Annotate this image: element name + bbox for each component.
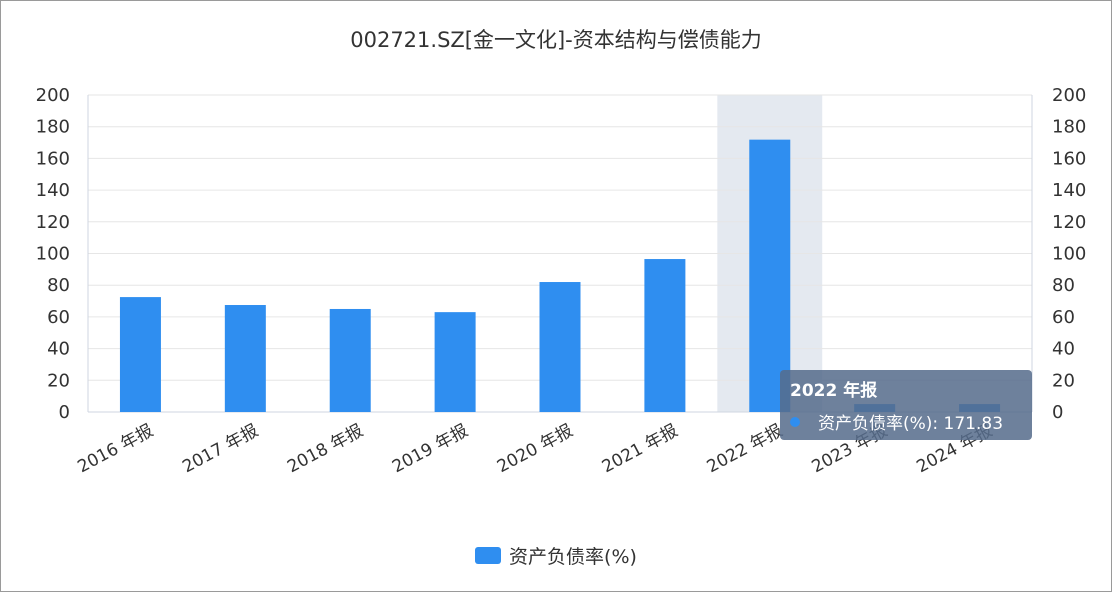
tooltip-series-dot (790, 416, 800, 427)
bar (539, 282, 581, 412)
legend-swatch (475, 547, 502, 564)
y-tick-label: 140 (36, 180, 70, 201)
x-tick-label: 2017 年报 (179, 421, 261, 477)
bar (119, 297, 161, 412)
bar (644, 259, 686, 412)
chart-title: 002721.SZ[金一文化]-资本结构与偿债能力 (350, 28, 762, 52)
y2-tick-label: 120 (1052, 212, 1086, 233)
bar (329, 308, 371, 412)
bar (434, 312, 476, 412)
x-tick-label: 2020 年报 (494, 421, 576, 477)
y-tick-label: 20 (47, 370, 70, 391)
tooltip-title: 2022 年报 (790, 381, 878, 401)
y2-tick-label: 160 (1052, 148, 1086, 169)
y-tick-label: 0 (59, 402, 70, 423)
y2-tick-label: 80 (1052, 275, 1075, 296)
y-tick-label: 200 (36, 85, 70, 106)
y2-tick-label: 200 (1052, 85, 1086, 106)
tooltip: 2022 年报 资产负债率(%): 171.83 (780, 370, 1032, 440)
tooltip-row-text: 资产负债率(%): 171.83 (818, 414, 1004, 434)
x-tick-label: 2016 年报 (74, 421, 156, 477)
y2-tick-label: 20 (1052, 370, 1075, 391)
bar (749, 139, 791, 412)
y2-tick-label: 180 (1052, 117, 1086, 138)
y2-tick-label: 0 (1052, 402, 1063, 423)
y2-tick-label: 40 (1052, 339, 1075, 360)
y-tick-label: 160 (36, 148, 70, 169)
bar (224, 305, 266, 412)
x-tick-label: 2021 年报 (599, 421, 681, 477)
tooltip-row: 资产负债率(%): 171.83 (790, 409, 1022, 434)
y-tick-label: 100 (36, 244, 70, 265)
legend[interactable]: 资产负债率(%) (0, 542, 1112, 569)
y-tick-label: 60 (47, 307, 70, 328)
y-tick-label: 80 (47, 275, 70, 296)
x-tick-label: 2019 年报 (389, 421, 471, 477)
x-tick-label: 2022 年报 (704, 421, 786, 477)
legend-label: 资产负债率(%) (509, 546, 637, 568)
y-tick-label: 120 (36, 212, 70, 233)
y-tick-label: 180 (36, 117, 70, 138)
y2-tick-label: 100 (1052, 244, 1086, 265)
y2-tick-label: 60 (1052, 307, 1075, 328)
y2-tick-label: 140 (1052, 180, 1086, 201)
x-tick-label: 2018 年报 (284, 421, 366, 477)
y-tick-label: 40 (47, 339, 70, 360)
